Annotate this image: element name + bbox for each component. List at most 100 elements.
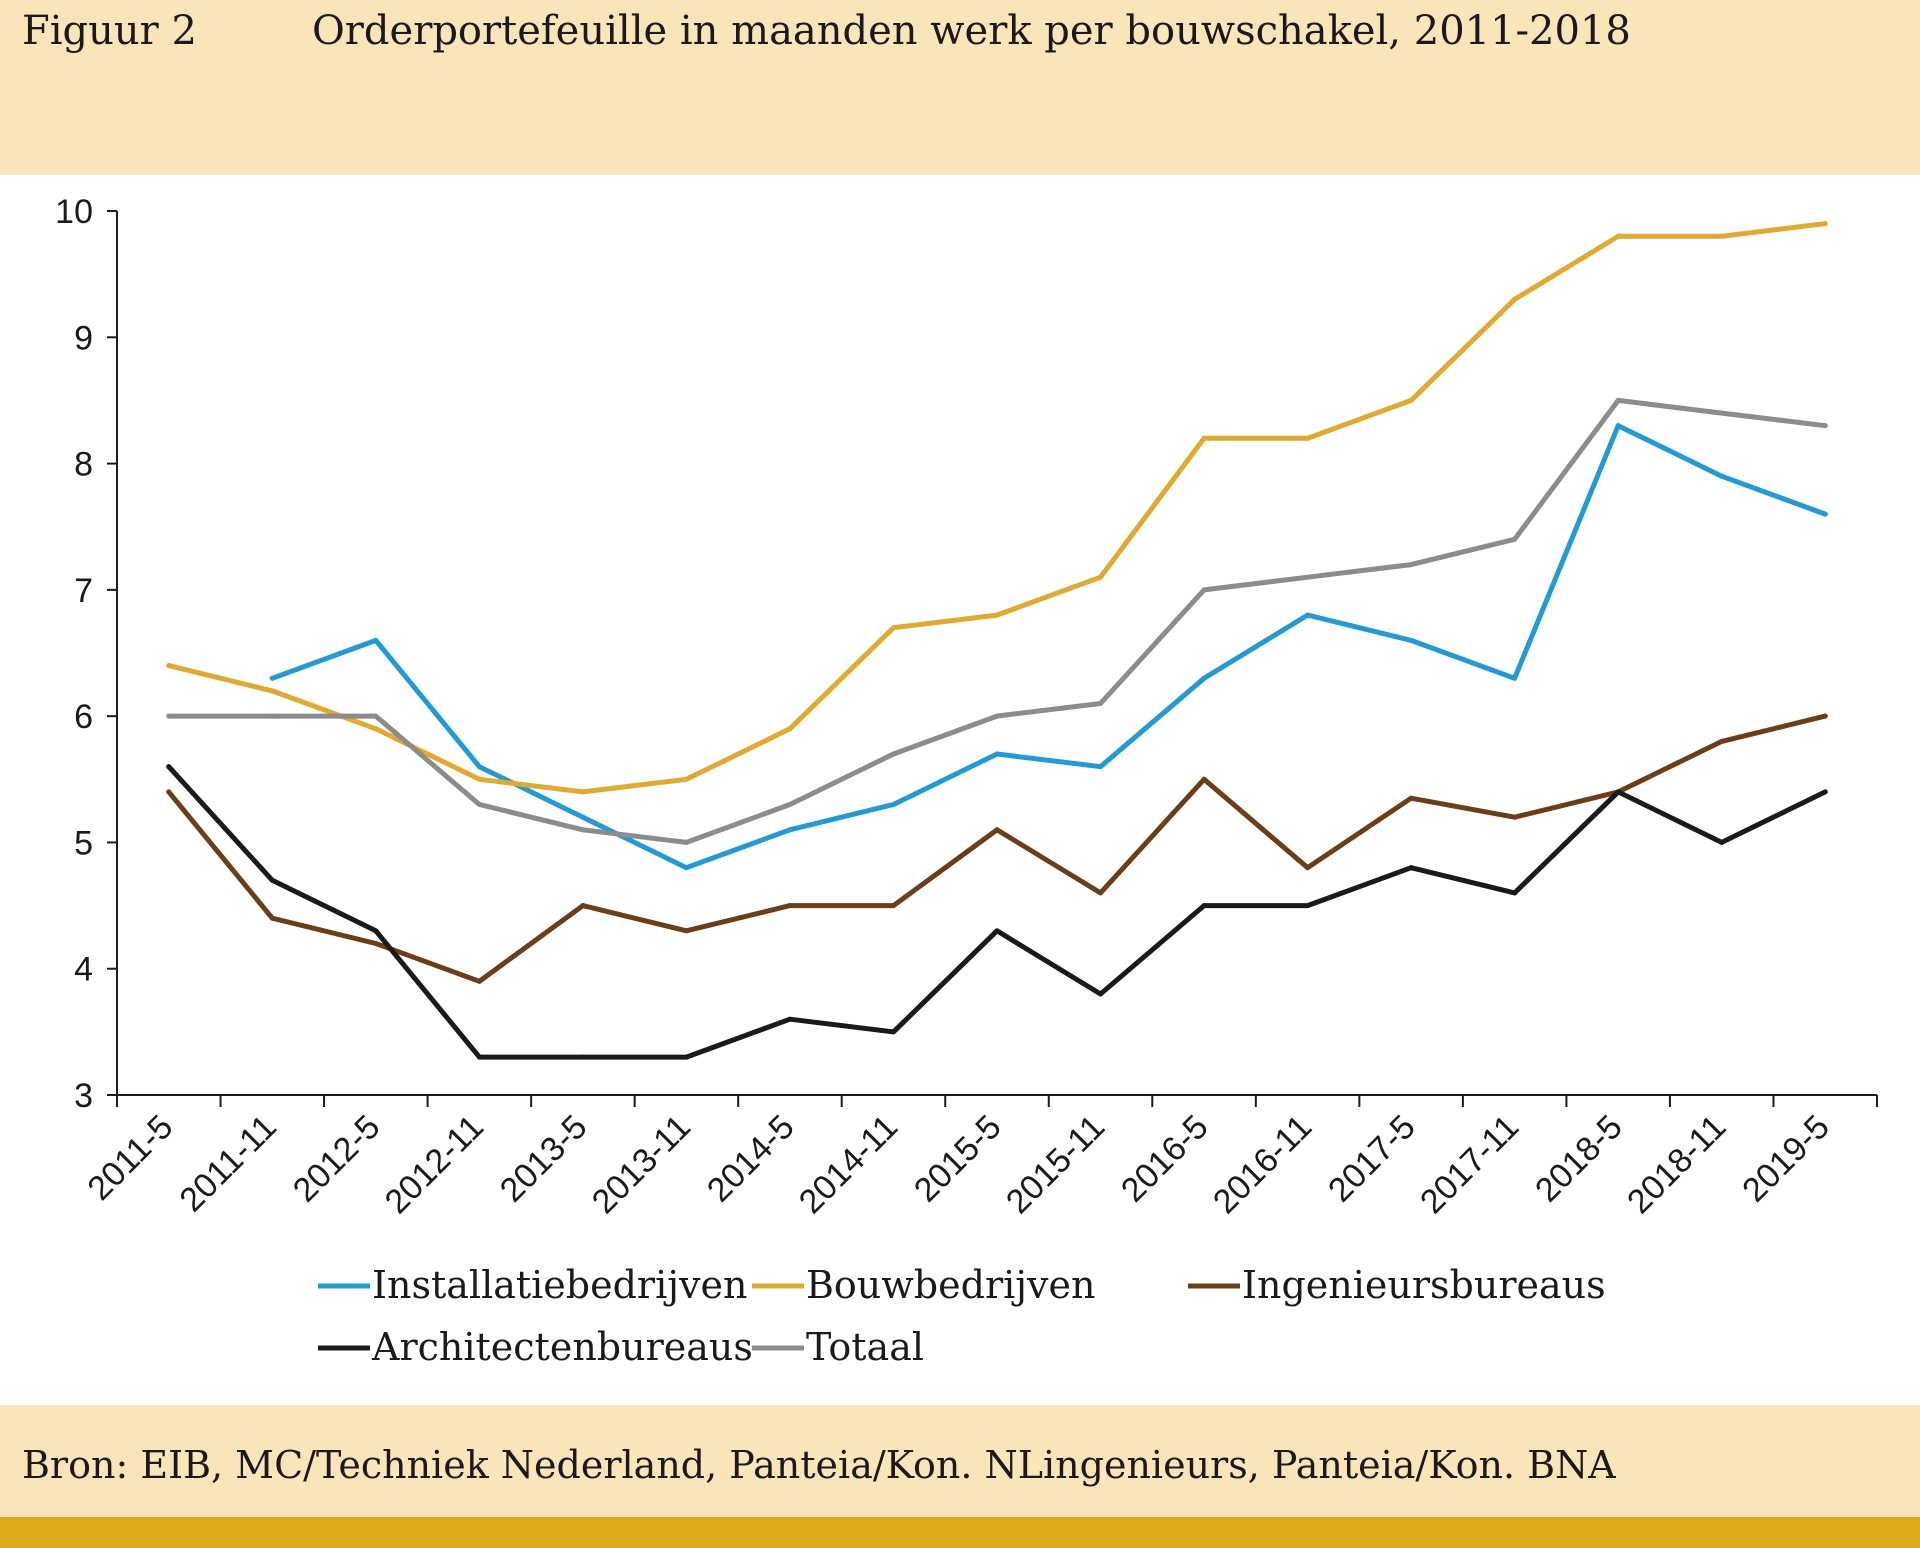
data-point-ingenieursbureaus <box>1408 795 1414 801</box>
data-point-ingenieursbureaus <box>1719 738 1725 744</box>
data-point-ingenieursbureaus <box>476 978 482 984</box>
y-tick-label: 5 <box>74 824 93 862</box>
data-point-architectenbureaus <box>1615 789 1621 795</box>
data-point-architectenbureaus <box>1822 789 1828 795</box>
chart-title: Orderportefeuille in maanden werk per bo… <box>312 8 1631 54</box>
data-point-totaal <box>890 751 896 757</box>
legend-label: Installatiebedrijven <box>372 1263 747 1307</box>
data-point-ingenieursbureaus <box>373 940 379 946</box>
data-point-bouwbedrijven <box>1305 435 1311 441</box>
x-tick-label: 2017-5 <box>1321 1108 1423 1210</box>
data-point-installatiebedrijven <box>373 637 379 643</box>
x-tick-label: 2011-5 <box>80 1108 180 1208</box>
source-note: Bron: EIB, MC/Techniek Nederland, Pantei… <box>22 1443 1616 1487</box>
x-tick-label: 2013-5 <box>493 1108 595 1210</box>
series-line-architectenbureaus <box>166 764 1828 1060</box>
data-point-ingenieursbureaus <box>166 789 172 795</box>
x-tick-label: 2011-11 <box>172 1108 284 1220</box>
data-point-architectenbureaus <box>1512 890 1518 896</box>
data-point-architectenbureaus <box>1098 991 1104 997</box>
data-point-installatiebedrijven <box>269 675 275 681</box>
figure-label: Figuur 2 <box>22 8 197 54</box>
y-tick-label: 9 <box>74 319 93 357</box>
data-point-ingenieursbureaus <box>1098 890 1104 896</box>
data-point-architectenbureaus <box>580 1054 586 1060</box>
data-point-bouwbedrijven <box>683 776 689 782</box>
legend-item: Architectenbureaus <box>318 1325 753 1369</box>
data-point-bouwbedrijven <box>1719 233 1725 239</box>
series-line-totaal <box>166 397 1828 845</box>
legend-label: Bouwbedrijven <box>806 1263 1095 1307</box>
y-tick-label: 6 <box>74 698 93 736</box>
x-tick-label: 2012-11 <box>378 1108 491 1221</box>
data-point-installatiebedrijven <box>1408 637 1414 643</box>
data-point-bouwbedrijven <box>373 726 379 732</box>
x-tick-label: 2015-5 <box>907 1108 1009 1210</box>
x-tick-label: 2014-11 <box>792 1108 905 1221</box>
data-point-installatiebedrijven <box>580 814 586 820</box>
data-point-totaal <box>166 713 172 719</box>
data-point-ingenieursbureaus <box>1822 713 1828 719</box>
data-point-bouwbedrijven <box>1098 574 1104 580</box>
data-point-totaal <box>1201 587 1207 593</box>
data-point-totaal <box>580 827 586 833</box>
data-point-bouwbedrijven <box>476 776 482 782</box>
y-tick-label: 10 <box>55 193 93 231</box>
x-tick-label: 2016-11 <box>1206 1108 1319 1221</box>
data-point-bouwbedrijven <box>166 663 172 669</box>
x-tick-label: 2018-5 <box>1528 1108 1630 1210</box>
data-point-totaal <box>1098 701 1104 707</box>
data-point-installatiebedrijven <box>683 865 689 871</box>
data-point-architectenbureaus <box>269 877 275 883</box>
data-point-bouwbedrijven <box>890 625 896 631</box>
data-point-totaal <box>1408 562 1414 568</box>
y-tick-label: 3 <box>74 1077 93 1115</box>
data-point-bouwbedrijven <box>994 612 1000 618</box>
data-point-ingenieursbureaus <box>787 903 793 909</box>
legend-item: Bouwbedrijven <box>752 1263 1095 1307</box>
legend-label: Totaal <box>806 1325 924 1369</box>
data-point-totaal <box>1822 423 1828 429</box>
data-point-bouwbedrijven <box>1512 296 1518 302</box>
series-line-bouwbedrijven <box>166 221 1828 795</box>
x-tick-label: 2018-11 <box>1620 1108 1733 1221</box>
data-point-ingenieursbureaus <box>683 928 689 934</box>
data-point-architectenbureaus <box>787 1016 793 1022</box>
legend-item: Installatiebedrijven <box>318 1263 747 1307</box>
data-point-installatiebedrijven <box>1512 675 1518 681</box>
data-point-ingenieursbureaus <box>994 827 1000 833</box>
bottom-accent-bar <box>0 1517 1920 1548</box>
data-point-totaal <box>1305 574 1311 580</box>
y-tick-label: 8 <box>74 446 93 484</box>
data-point-bouwbedrijven <box>269 688 275 694</box>
x-tick-label: 2019-5 <box>1735 1108 1837 1210</box>
y-tick-label: 4 <box>74 951 93 989</box>
data-point-bouwbedrijven <box>580 789 586 795</box>
data-point-totaal <box>1719 410 1725 416</box>
header-band: Figuur 2 Orderportefeuille in maanden we… <box>0 0 1920 175</box>
data-point-installatiebedrijven <box>1201 675 1207 681</box>
legend-item: Ingenieursbureaus <box>1188 1263 1606 1307</box>
data-point-architectenbureaus <box>1408 865 1414 871</box>
legend-item: Totaal <box>752 1325 924 1369</box>
data-point-architectenbureaus <box>683 1054 689 1060</box>
x-tick-label: 2014-5 <box>700 1108 802 1210</box>
data-point-ingenieursbureaus <box>1201 776 1207 782</box>
x-tick-label: 2012-5 <box>286 1108 388 1210</box>
data-point-totaal <box>476 802 482 808</box>
legend-label: Ingenieursbureaus <box>1242 1263 1606 1307</box>
data-point-ingenieursbureaus <box>580 903 586 909</box>
y-tick-label: 7 <box>74 572 93 610</box>
data-point-architectenbureaus <box>994 928 1000 934</box>
data-point-ingenieursbureaus <box>1305 865 1311 871</box>
legend-label: Architectenbureaus <box>371 1325 753 1369</box>
data-point-bouwbedrijven <box>1615 233 1621 239</box>
data-point-bouwbedrijven <box>1201 435 1207 441</box>
footer-band: Bron: EIB, MC/Techniek Nederland, Pantei… <box>0 1405 1920 1517</box>
data-point-installatiebedrijven <box>1098 764 1104 770</box>
data-point-installatiebedrijven <box>476 764 482 770</box>
data-point-installatiebedrijven <box>787 827 793 833</box>
data-point-totaal <box>683 839 689 845</box>
x-tick-label: 2013-11 <box>585 1108 698 1221</box>
